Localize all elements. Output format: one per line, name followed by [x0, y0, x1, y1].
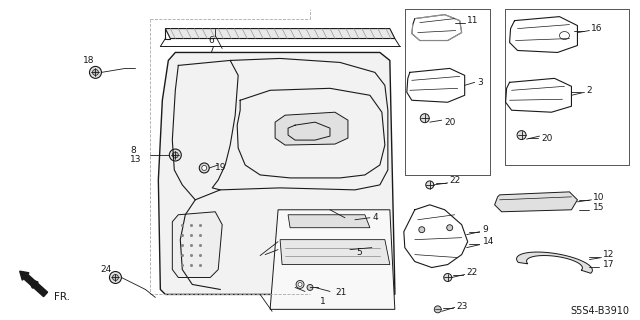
Text: 13: 13	[131, 156, 142, 164]
Circle shape	[426, 181, 434, 189]
Polygon shape	[165, 28, 395, 38]
FancyArrow shape	[20, 271, 47, 297]
Text: 12: 12	[604, 250, 615, 259]
Circle shape	[202, 165, 207, 171]
Text: 5: 5	[356, 248, 362, 257]
Text: 8: 8	[131, 146, 136, 155]
Polygon shape	[280, 240, 390, 265]
Text: 1: 1	[320, 297, 326, 306]
Text: 10: 10	[593, 193, 605, 202]
Ellipse shape	[559, 32, 570, 40]
Text: 17: 17	[604, 260, 615, 269]
Text: 15: 15	[593, 203, 605, 212]
Circle shape	[109, 271, 122, 284]
Text: 22: 22	[467, 268, 478, 277]
Text: 20: 20	[445, 118, 456, 127]
Circle shape	[420, 114, 429, 123]
Circle shape	[296, 280, 304, 288]
Text: 21: 21	[335, 288, 346, 297]
Circle shape	[93, 69, 99, 76]
Text: 2: 2	[586, 86, 592, 95]
Circle shape	[517, 131, 526, 140]
Circle shape	[419, 227, 425, 233]
Polygon shape	[172, 212, 222, 277]
Text: 19: 19	[215, 164, 227, 172]
Circle shape	[435, 306, 441, 313]
Text: 16: 16	[591, 24, 603, 33]
Polygon shape	[288, 215, 370, 228]
Text: 20: 20	[541, 133, 553, 143]
Circle shape	[307, 284, 313, 291]
Text: 18: 18	[83, 56, 94, 65]
Circle shape	[90, 67, 102, 78]
Text: 7: 7	[208, 46, 214, 55]
Polygon shape	[270, 210, 395, 309]
Text: 9: 9	[483, 225, 488, 234]
Text: 24: 24	[100, 265, 112, 274]
Polygon shape	[516, 252, 593, 273]
Circle shape	[298, 283, 302, 286]
Text: 3: 3	[477, 78, 483, 87]
Circle shape	[172, 152, 179, 158]
Text: S5S4-B3910: S5S4-B3910	[570, 306, 629, 316]
Text: 14: 14	[483, 237, 494, 246]
Text: 11: 11	[467, 16, 478, 25]
Text: FR.: FR.	[54, 292, 70, 302]
Polygon shape	[158, 52, 395, 294]
Polygon shape	[275, 112, 348, 145]
Text: 23: 23	[457, 302, 468, 311]
Polygon shape	[495, 192, 577, 212]
Circle shape	[170, 149, 181, 161]
Circle shape	[444, 274, 452, 282]
Text: 6: 6	[208, 36, 214, 45]
Circle shape	[113, 275, 118, 280]
Text: 4: 4	[373, 213, 378, 222]
Circle shape	[199, 163, 209, 173]
Text: 22: 22	[450, 176, 461, 185]
Circle shape	[447, 225, 452, 231]
